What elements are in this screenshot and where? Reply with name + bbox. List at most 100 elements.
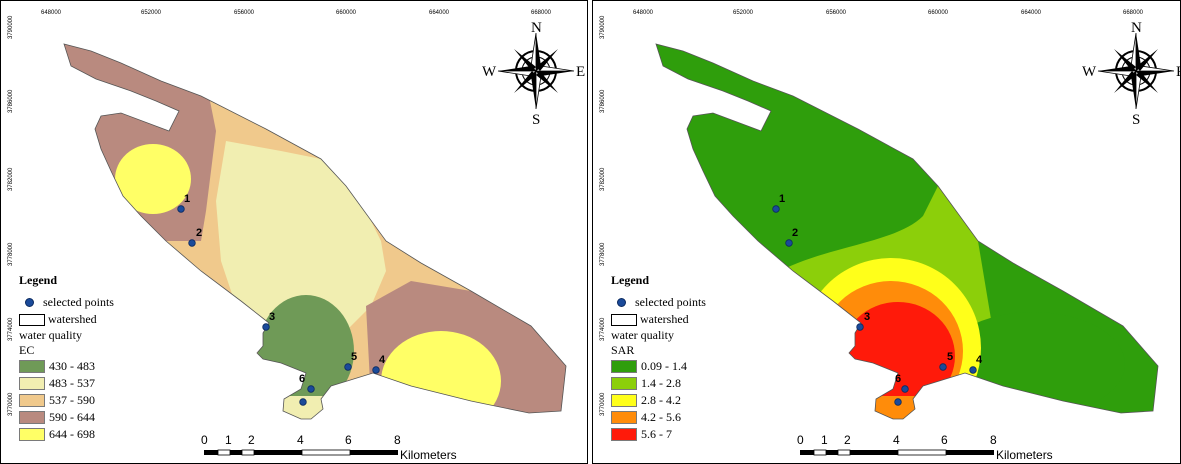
sar-tick-top-3: 660000 [928,10,949,16]
compass-n-label: N [531,20,542,36]
legend-swatch-0 [19,360,45,373]
ec-zone-590-644-west [64,44,216,241]
sar-legend-swatch-1 [611,377,637,390]
sar-legend-class-4: 5.6 - 7 [611,426,791,443]
ec-point-2 [188,239,196,247]
tick-top-2: 656000 [234,10,255,16]
sar-scale-0: 0 [797,433,804,447]
sar-scale-unit: Kilometers [996,448,1053,462]
sar-point-label-6: 6 [895,373,901,385]
legend-class-label-3: 590 - 644 [49,410,95,424]
sar-legend-class-1: 1.4 - 2.8 [611,375,791,392]
sar-legend-swatch-2 [611,394,637,407]
scale-0: 0 [201,433,208,447]
sar-watershed-boundary [655,43,1159,420]
sar-legend-class-3: 4.2 - 5.6 [611,409,791,426]
ec-point-6a [307,385,315,393]
tick-top-5: 668000 [531,10,552,16]
sar-legend-watershed-label: watershed [640,312,689,326]
ec-point-label-2: 2 [196,227,202,239]
sar-legend-watershed: watershed [611,311,791,328]
ec-scale-bar: 0 1 2 4 6 8 Kilometers [201,433,457,462]
sar-zone-5.6-7 [841,302,955,410]
panel-divider [588,0,592,464]
sar-legend-selected-points-label: selected points [635,295,706,309]
sar-legend-class-0: 0.09 - 1.4 [611,358,791,375]
ec-point-label-1: 1 [184,193,190,205]
tick-top-4: 664000 [429,10,450,16]
compass-rose-icon: N S E W [482,20,585,128]
ec-legend: Legend selected points watershed water q… [19,273,199,443]
watershed-swatch-icon [19,313,45,326]
sar-tick-left-3: 3778000 [600,242,606,266]
legend-swatch-1 [19,377,45,390]
tick-left-0: 3790000 [8,15,14,39]
sar-point-6a [901,385,909,393]
legend-watershed-label: watershed [48,312,97,326]
scale-1: 1 [225,433,232,447]
ec-zone-644-698-west [115,144,191,214]
sar-legend-class-label-2: 2.8 - 4.2 [641,393,681,407]
scale-2: 2 [248,433,255,447]
legend-class-1: 483 - 537 [19,375,199,392]
sar-scale-8: 8 [990,433,997,447]
sar-map: 648000 652000 656000 660000 664000 66800… [600,10,1180,462]
sar-point-2 [785,239,793,247]
tick-left-3: 3778000 [8,242,14,266]
legend-class-label-1: 483 - 537 [49,376,95,390]
sar-tick-left-1: 3786000 [600,89,606,113]
sar-scale-bar: 0 1 2 4 6 8 Kilometers [797,433,1053,462]
sar-legend-class-label-4: 5.6 - 7 [641,427,672,441]
legend-class-label-4: 644 - 698 [49,427,95,441]
ec-point-1 [177,205,185,213]
sar-legend-swatch-0 [611,360,637,373]
legend-swatch-2 [19,394,45,407]
sar-point-label-4: 4 [976,354,983,366]
ec-point-label-3: 3 [269,311,275,323]
ec-point-6b [299,398,307,406]
sar-selected-points: 1 2 3 4 5 6 [772,193,983,406]
sar-tick-left-2: 3782000 [600,167,606,191]
sar-legend-class-label-0: 0.09 - 1.4 [641,359,687,373]
compass-s-label: S [532,112,540,128]
legend-water-quality: water quality [19,328,82,342]
sar-legend: Legend selected points watershed water q… [611,273,791,443]
sar-tick-top-2: 656000 [826,10,847,16]
sar-point-label-1: 1 [779,193,785,205]
sar-top-ticks: 648000 652000 656000 660000 664000 66800… [633,10,1144,16]
sar-compass-n-label: N [1131,20,1142,36]
ec-top-ticks: 648000 652000 656000 660000 664000 66800… [41,10,552,16]
sar-map-panel: 648000 652000 656000 660000 664000 66800… [592,0,1181,464]
legend-class-label-0: 430 - 483 [49,359,95,373]
sar-legend-class-2: 2.8 - 4.2 [611,392,791,409]
tick-left-4: 3774000 [8,317,14,341]
sar-tick-top-1: 652000 [733,10,754,16]
sar-point-6b [894,398,902,406]
sar-compass-rose-icon: N S E W [1082,20,1180,128]
ec-zone-483-537 [216,141,386,351]
legend-title: Legend [19,273,58,287]
sar-scale-4: 4 [893,433,900,447]
ec-point-label-4: 4 [379,354,386,366]
sar-point-label-5: 5 [947,351,953,363]
scale-unit: Kilometers [400,448,457,462]
ec-point-label-5: 5 [351,351,357,363]
ec-point-label-6: 6 [299,373,305,385]
legend-class-2: 537 - 590 [19,392,199,409]
sar-point-3 [856,323,864,331]
ec-point-4 [372,366,380,374]
sar-left-ticks: 3790000 3786000 3782000 3778000 3774000 … [600,15,606,416]
legend-watershed: watershed [19,311,199,328]
legend-selected-points: selected points [19,294,199,311]
sar-tick-top-4: 664000 [1021,10,1042,16]
ec-point-3 [262,323,270,331]
sar-scale-1: 1 [821,433,828,447]
legend-class-label-2: 537 - 590 [49,393,95,407]
legend-selected-points-label: selected points [43,295,114,309]
ec-selected-points: 1 2 3 4 5 6 [177,193,386,406]
sar-compass-w-label: W [1082,64,1097,80]
tick-left-1: 3786000 [8,89,14,113]
ec-watershed-boundary [63,43,567,420]
sar-legend-swatch-3 [611,411,637,424]
tick-top-0: 648000 [41,10,62,16]
